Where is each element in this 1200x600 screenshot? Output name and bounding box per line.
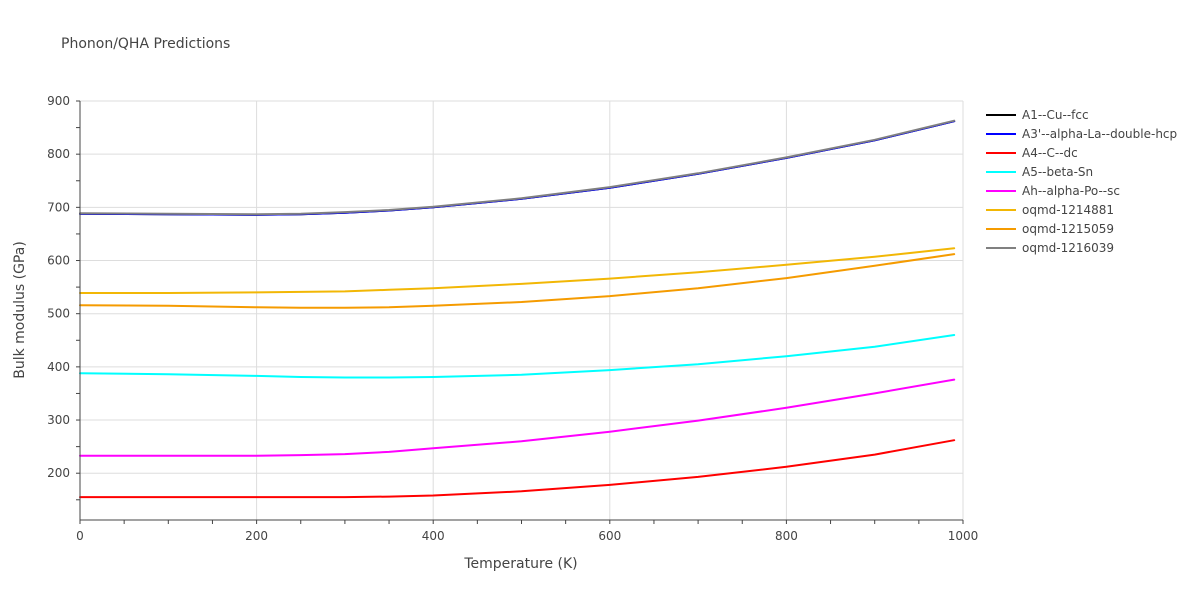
legend-entry[interactable]: oqmd-1214881	[1022, 203, 1114, 217]
chart-title: Phonon/QHA Predictions	[61, 36, 231, 52]
series-line-oqmd-1214881	[79, 247, 956, 294]
x-tick-label: 600	[598, 529, 621, 543]
series-line-A5--beta-Sn	[79, 334, 956, 379]
series-line-A4--C--dc	[79, 439, 956, 499]
legend-entry[interactable]: A3'--alpha-La--double-hcp	[1022, 127, 1177, 141]
y-tick-label: 800	[47, 147, 70, 161]
y-tick-label: 600	[47, 254, 70, 268]
axes: 0 200 400 600 800 1000 200 300 400 500 600 700 800 90…	[47, 94, 978, 543]
y-tick-label: 200	[47, 466, 70, 480]
series-line-oqmd-1215059	[79, 253, 956, 309]
x-tick-label: 1000	[948, 529, 979, 543]
x-axis-title: Temperature (K)	[463, 556, 577, 572]
series-lines	[79, 119, 956, 499]
x-tick-label: 0	[76, 529, 84, 543]
series-line-oqmd-1216039	[79, 119, 956, 216]
legend: A1--Cu--fcc A3'--alpha-La--double-hcp A4--…	[986, 108, 1177, 255]
legend-entry[interactable]: oqmd-1216039	[1022, 241, 1114, 255]
series-line-A1--Cu--fcc	[79, 120, 956, 216]
legend-entry[interactable]: A4--C--dc	[1022, 146, 1078, 160]
grid	[80, 100, 964, 520]
legend-entry[interactable]: Ah--alpha-Po--sc	[1022, 184, 1120, 198]
y-axis-title: Bulk modulus (GPa)	[12, 241, 28, 379]
legend-entry[interactable]: A5--beta-Sn	[1022, 165, 1093, 179]
y-tick-label: 300	[47, 413, 70, 427]
x-tick-label: 200	[245, 529, 268, 543]
y-tick-label: 400	[47, 360, 70, 374]
series-line-A3'--alpha-La--double-hcp	[79, 120, 956, 216]
y-tick-label: 700	[47, 200, 70, 214]
x-tick-label: 800	[775, 529, 798, 543]
legend-entry[interactable]: oqmd-1215059	[1022, 222, 1114, 236]
x-tick-label: 400	[422, 529, 445, 543]
y-tick-label: 500	[47, 307, 70, 321]
series-line-Ah--alpha-Po--sc	[79, 378, 956, 457]
legend-entry[interactable]: A1--Cu--fcc	[1022, 108, 1089, 122]
y-tick-label: 900	[47, 94, 70, 108]
